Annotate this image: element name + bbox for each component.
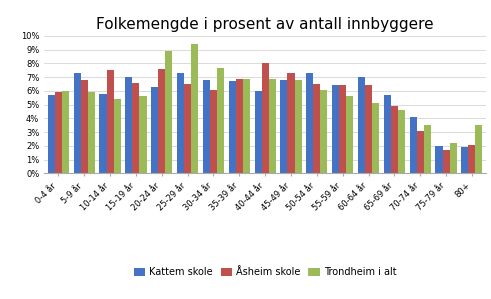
Bar <box>384 95 391 173</box>
Bar <box>158 69 165 173</box>
Bar <box>468 144 475 173</box>
Bar <box>100 94 107 173</box>
Bar <box>372 103 379 173</box>
Bar <box>165 51 172 173</box>
Bar <box>339 86 346 173</box>
Bar <box>184 84 191 173</box>
Bar <box>391 106 398 173</box>
Bar <box>269 79 276 173</box>
Bar <box>262 63 269 173</box>
Bar <box>236 79 243 173</box>
Bar <box>332 86 339 173</box>
Bar <box>320 89 327 173</box>
Bar <box>139 96 146 173</box>
Bar <box>210 89 217 173</box>
Bar <box>74 73 81 173</box>
Bar <box>287 73 295 173</box>
Bar <box>398 110 405 173</box>
Bar <box>107 70 113 173</box>
Bar <box>48 95 55 173</box>
Bar <box>81 80 88 173</box>
Bar <box>365 86 372 173</box>
Bar <box>62 91 69 173</box>
Bar <box>295 80 301 173</box>
Legend: Kattem skole, Åsheim skole, Trondheim i alt: Kattem skole, Åsheim skole, Trondheim i … <box>130 263 401 281</box>
Bar <box>475 125 483 173</box>
Bar <box>113 99 121 173</box>
Bar <box>229 81 236 173</box>
Bar <box>442 150 450 173</box>
Bar <box>450 143 457 173</box>
Bar <box>461 147 468 173</box>
Bar <box>88 92 95 173</box>
Bar <box>306 73 313 173</box>
Bar <box>151 87 158 173</box>
Bar <box>254 91 262 173</box>
Bar <box>436 146 442 173</box>
Bar <box>133 83 139 173</box>
Bar <box>417 131 424 173</box>
Bar <box>346 96 353 173</box>
Bar <box>424 125 431 173</box>
Bar <box>203 80 210 173</box>
Bar <box>280 80 287 173</box>
Bar <box>409 117 417 173</box>
Bar <box>177 73 184 173</box>
Bar <box>243 79 250 173</box>
Bar <box>55 92 62 173</box>
Bar <box>191 44 198 173</box>
Title: Folkemengde i prosent av antall innbyggere: Folkemengde i prosent av antall innbygge… <box>96 17 434 32</box>
Bar <box>358 77 365 173</box>
Bar <box>125 77 133 173</box>
Bar <box>313 84 320 173</box>
Bar <box>217 68 224 173</box>
